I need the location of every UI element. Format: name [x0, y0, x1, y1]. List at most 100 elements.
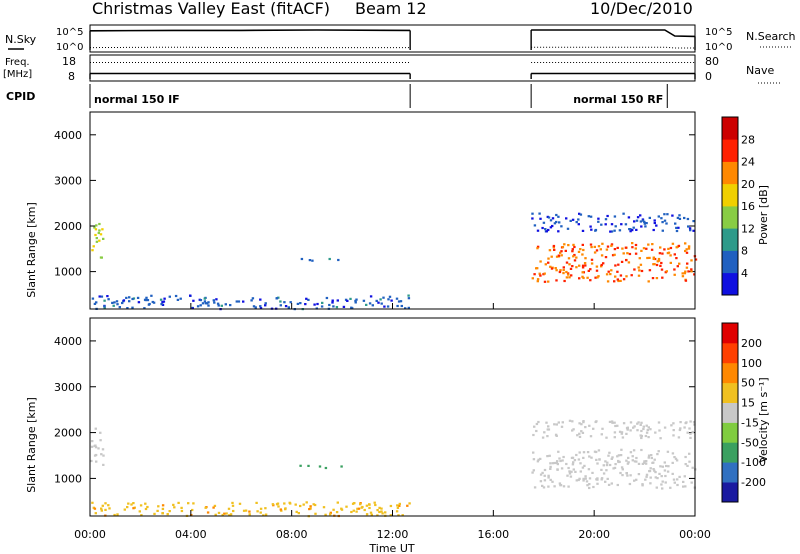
- echo-2-94: [108, 507, 111, 510]
- echo-3-84: [553, 461, 556, 465]
- echo-3-12: [588, 477, 592, 480]
- echo-2-145: [399, 300, 403, 303]
- echo-4-87: [618, 229, 622, 232]
- echo-4-56: [627, 216, 631, 219]
- power-colorbar-label: Power [dB]: [757, 185, 770, 245]
- echo-4-39: [678, 217, 682, 220]
- echo-2-108: [126, 506, 129, 509]
- echo-3-150: [596, 478, 599, 481]
- echo-2-23: [344, 298, 348, 301]
- echo-4-64: [663, 213, 666, 216]
- echo-4-102: [687, 225, 690, 228]
- colorbar-tick-3-6: 28: [741, 133, 755, 146]
- echo-2-133: [189, 294, 192, 297]
- echo-2-12: [395, 510, 399, 513]
- echo-4-99: [580, 423, 583, 426]
- echo-4-52: [628, 228, 631, 231]
- echo-2-55: [373, 501, 376, 504]
- echo-2-68: [401, 514, 404, 517]
- colorbar-swatch-4-4: [722, 402, 738, 423]
- echo-3-189: [655, 277, 659, 280]
- echo-3-130: [575, 479, 578, 482]
- echo-3-208: [686, 262, 689, 265]
- echo-3-70: [586, 451, 590, 454]
- echo-4-11: [692, 229, 695, 232]
- echo-3-73: [614, 275, 617, 278]
- echo-2-105: [349, 297, 352, 300]
- echo-2-36: [408, 502, 411, 505]
- echo-3-167: [592, 485, 595, 489]
- echo-3-137: [673, 253, 676, 256]
- echo-3-14: [614, 463, 617, 466]
- echo-3-69: [687, 270, 690, 273]
- nave-label: Nave: [746, 64, 774, 77]
- echo-4-100: [604, 223, 607, 226]
- echo-2-125: [276, 502, 280, 505]
- echo-3-78: [595, 269, 599, 272]
- echo-2-25: [340, 507, 343, 510]
- echo-4-22: [535, 429, 538, 433]
- echo-3-51: [629, 474, 632, 477]
- echo-3-188: [604, 256, 608, 259]
- echo-2-64: [221, 513, 224, 517]
- echo-3-132: [589, 243, 593, 246]
- echo-2-27: [213, 504, 217, 507]
- echo-3-77: [571, 265, 574, 268]
- echo-0-10: [100, 256, 103, 259]
- echo-3-116: [694, 258, 698, 261]
- echo-2-17: [140, 514, 143, 517]
- echo-3-215: [641, 484, 644, 487]
- echo-3-122: [561, 459, 564, 462]
- echo-0-15: [95, 460, 98, 463]
- echo-2-96: [254, 306, 257, 309]
- echo-3-128: [656, 477, 659, 480]
- echo-3-157: [588, 486, 591, 490]
- echo-3-103: [690, 270, 693, 273]
- echo-2-150: [161, 512, 164, 515]
- echo-4-91: [665, 222, 668, 225]
- echo-3-7: [555, 269, 558, 272]
- echo-4-79: [671, 214, 674, 217]
- echo-0-12: [94, 444, 97, 447]
- echo-4-28: [558, 221, 561, 224]
- echo-2-44: [104, 502, 107, 505]
- echo-3-121: [572, 243, 575, 246]
- echo-0-16: [100, 453, 103, 456]
- echo-3-206: [647, 456, 650, 459]
- echo-3-12: [648, 269, 652, 272]
- echo-4-45: [555, 213, 558, 217]
- nave-tick-top: 80: [705, 55, 719, 68]
- echo-3-101: [551, 462, 555, 465]
- echo-3-198: [572, 468, 575, 471]
- echo-3-159: [684, 270, 687, 273]
- echo-3-216: [657, 257, 661, 261]
- echo-3-216: [625, 459, 628, 462]
- echo-2-129: [187, 502, 190, 505]
- echo-4-0: [555, 220, 558, 224]
- echo-2-89: [231, 501, 234, 504]
- echo-0-13: [91, 440, 94, 443]
- echo-4-6: [643, 220, 646, 223]
- echo-3-135: [547, 485, 550, 488]
- echo-2-37: [177, 501, 180, 504]
- echo-3-103: [532, 469, 535, 472]
- echo-2-14: [103, 306, 106, 309]
- echo-0-4: [102, 237, 105, 240]
- echo-4-2: [531, 212, 534, 215]
- ytick-label-3-3: 4000: [54, 129, 82, 142]
- echo-2-63: [407, 294, 410, 297]
- echo-3-96: [684, 485, 687, 488]
- echo-3-127: [669, 254, 672, 257]
- echo-2-44: [328, 303, 331, 307]
- velocity-ylabel: Slant Range [km]: [25, 397, 38, 493]
- echo-2-0: [389, 514, 392, 517]
- echo-2-68: [91, 297, 95, 300]
- power-frame: [89, 111, 696, 310]
- echo-4-32: [539, 217, 542, 220]
- echo-2-93: [316, 302, 319, 306]
- echo-3-65: [637, 473, 641, 476]
- echo-3-19: [633, 479, 636, 482]
- echo-2-38: [400, 304, 403, 308]
- echo-0-2: [92, 245, 95, 248]
- echo-4-58: [652, 228, 655, 232]
